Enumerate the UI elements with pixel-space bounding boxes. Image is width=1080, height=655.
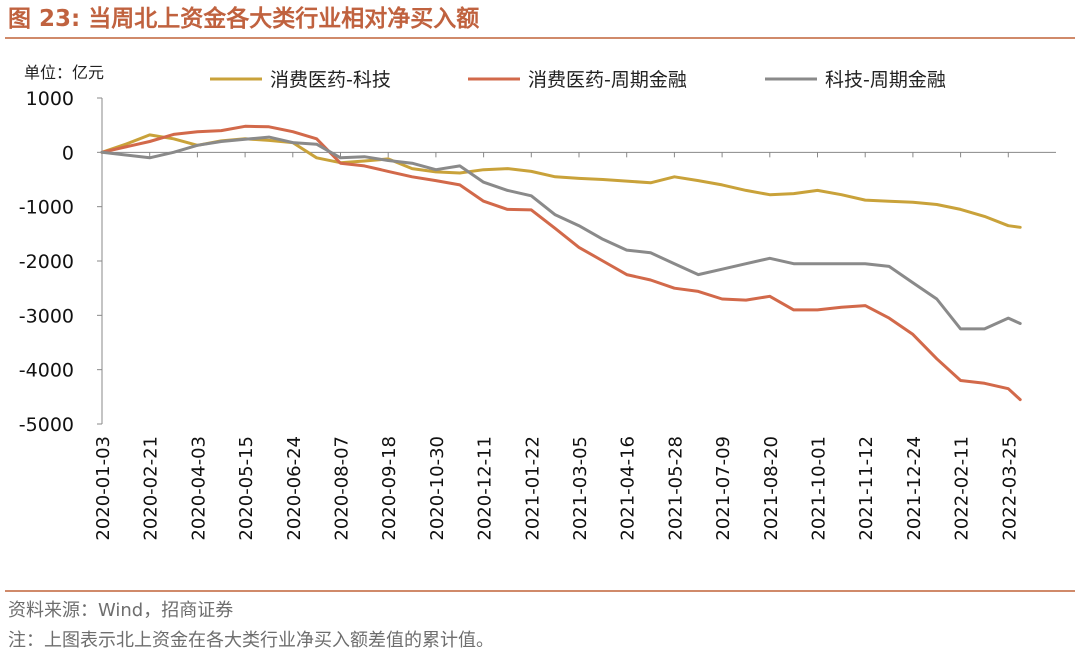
x-tick-label: 2020-09-18 [379, 436, 400, 541]
x-tick-label: 2020-05-15 [236, 436, 257, 541]
y-tick-label: 0 [62, 142, 74, 164]
x-tick-label: 2020-10-30 [427, 436, 448, 541]
x-tick-label: 2021-05-28 [665, 436, 686, 541]
figure-number: 图 23: [8, 6, 81, 32]
series-line-2 [100, 124, 1022, 402]
y-tick-label: -4000 [19, 360, 74, 382]
title-rule [5, 37, 1075, 39]
x-tick-label: 2021-08-20 [761, 436, 782, 541]
x-tick-label: 2020-02-21 [141, 436, 162, 541]
source-note: 资料来源：Wind，招商证券 [8, 600, 234, 621]
series-line-1 [100, 133, 1022, 229]
legend-label-3: 科技-周期金融 [825, 69, 946, 91]
figure-title: 图 23: 当周北上资金各大类行业相对净买入额 [8, 2, 479, 36]
x-tick-label: 2022-03-25 [999, 436, 1020, 541]
x-tick-label: 2021-10-01 [809, 436, 830, 541]
footnote: 注：上图表示北上资金在各大类行业净买入额差值的累计值。 [8, 630, 494, 651]
footer-rule [5, 590, 1075, 592]
x-tick-label: 2021-07-09 [713, 436, 734, 541]
x-tick-label: 2021-01-22 [522, 436, 543, 541]
unit-label: 单位：亿元 [24, 63, 104, 82]
x-tick-label: 2020-06-24 [284, 436, 305, 541]
figure-title-text: 当周北上资金各大类行业相对净买入额 [88, 6, 480, 32]
x-tick-label: 2021-03-05 [570, 436, 591, 541]
y-tick-label: -1000 [19, 197, 74, 219]
x-tick-label: 2020-04-03 [188, 436, 209, 541]
x-tick-label: 2021-04-16 [618, 436, 639, 541]
plot-area: 1000 0 -1000 -2000 -3000 -4000 -5000 2020-01-03… [19, 88, 1056, 541]
x-tick-label: 2020-08-07 [332, 436, 353, 541]
legend: 消费医药-科技 消费医药-周期金融 科技-周期金融 [210, 69, 946, 91]
line-chart: 消费医药-科技 消费医药-周期金融 科技-周期金融 单位：亿元 1000 0 -10… [19, 63, 1056, 541]
y-tick-label: -3000 [19, 305, 74, 327]
series-line-3 [100, 135, 1022, 331]
y-tick-label: 1000 [26, 88, 74, 110]
x-tick-label: 2021-11-12 [856, 436, 877, 541]
y-tick-label: -5000 [19, 414, 74, 436]
x-tick-label: 2020-01-03 [93, 436, 114, 541]
x-tick-label: 2021-12-24 [904, 436, 925, 541]
legend-label-2: 消费医药-周期金融 [528, 69, 687, 91]
legend-label-1: 消费医药-科技 [270, 69, 391, 91]
x-tick-label: 2020-12-11 [475, 436, 496, 541]
x-tick-label: 2022-02-11 [952, 436, 973, 541]
y-tick-label: -2000 [19, 251, 74, 273]
